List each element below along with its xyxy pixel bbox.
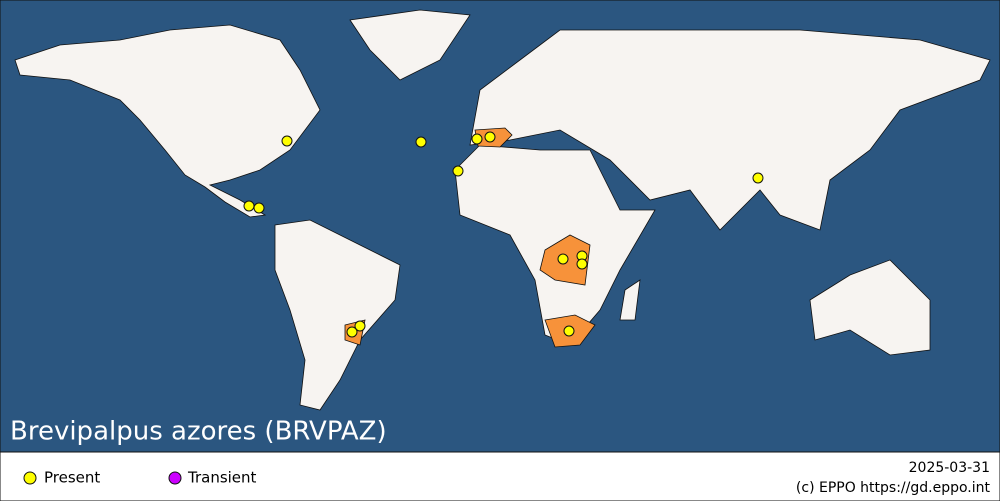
present-point: [484, 131, 496, 143]
present-point: [557, 253, 569, 265]
present-point: [752, 172, 764, 184]
eurasia: [469, 29, 991, 231]
present-point: [471, 133, 483, 145]
credit: (c) EPPO https://gd.eppo.int: [796, 480, 991, 496]
present-point: [243, 200, 255, 212]
map-title: Brevipalpus azores (BRVPAZ): [10, 417, 387, 447]
present-point: [354, 320, 366, 332]
legend-label: Transient: [187, 469, 257, 487]
points: [243, 131, 764, 338]
legend-label: Present: [44, 469, 100, 487]
land: [14, 9, 991, 411]
present-point: [563, 325, 575, 337]
legend-symbol: [23, 471, 37, 485]
south-america: [274, 219, 401, 411]
legend-bar: [0, 451, 1000, 501]
present-point: [253, 202, 265, 214]
present-point: [576, 258, 588, 270]
greenland: [349, 9, 471, 81]
present-point: [415, 136, 427, 148]
present-point: [452, 165, 464, 177]
present-point: [346, 326, 358, 338]
australia: [809, 259, 931, 356]
north-america: [14, 24, 321, 218]
legend-symbol: [168, 471, 182, 485]
madagascar: [619, 279, 641, 321]
date: 2025-03-31: [909, 460, 990, 476]
present-point: [281, 135, 293, 147]
